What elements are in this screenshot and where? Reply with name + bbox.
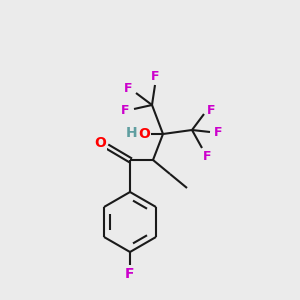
Text: O: O [138, 127, 150, 141]
Text: F: F [121, 103, 129, 116]
Text: F: F [151, 70, 159, 83]
Text: F: F [203, 149, 211, 163]
Text: O: O [94, 136, 106, 150]
Text: F: F [207, 103, 215, 116]
Text: H: H [126, 126, 138, 140]
Text: F: F [214, 125, 222, 139]
Text: F: F [125, 267, 135, 281]
Text: F: F [124, 82, 132, 94]
